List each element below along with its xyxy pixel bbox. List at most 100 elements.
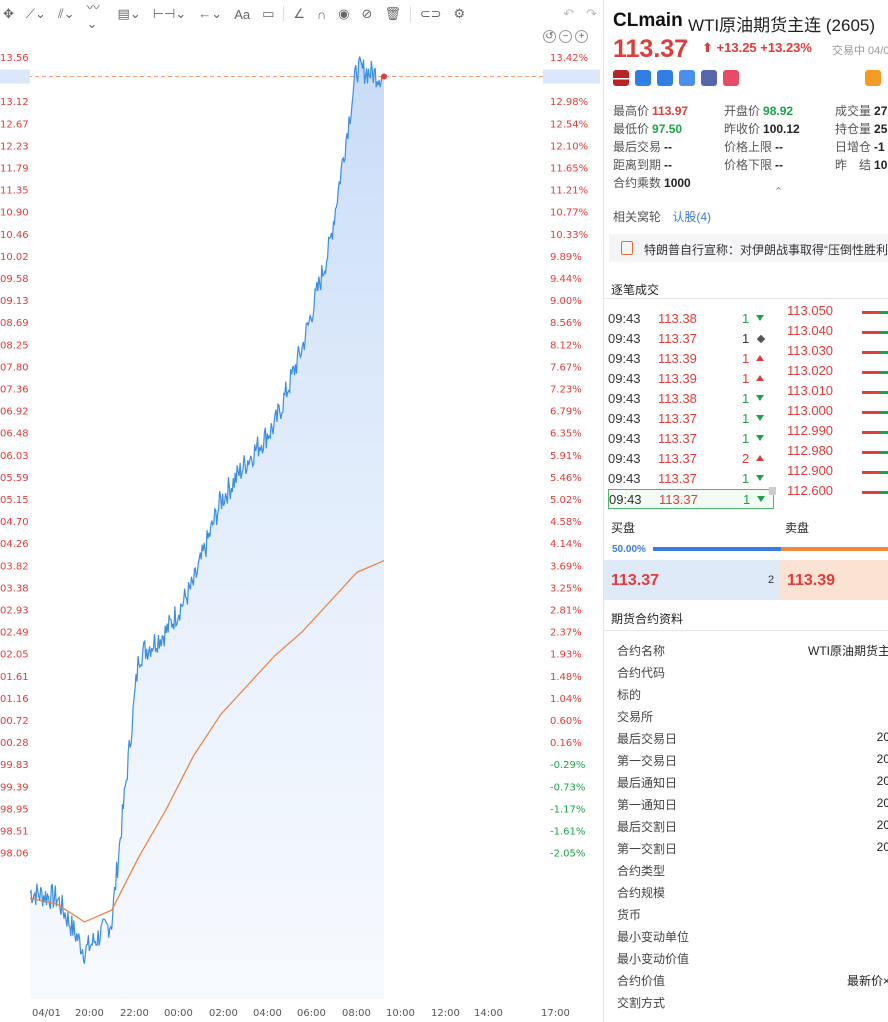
level-volume-bar	[862, 491, 888, 494]
contract-info-label: 第一交易日	[617, 754, 678, 768]
redo-icon[interactable]: ↷	[586, 6, 598, 21]
zoom-in-icon[interactable]: +	[575, 30, 588, 43]
bid-price[interactable]: 113.37	[611, 572, 660, 589]
y-axis-label-left: 06.48	[0, 429, 29, 440]
toolbar-divider	[409, 6, 411, 22]
contract-info-label: 交易所	[617, 710, 654, 724]
y-axis-label-right: 1.48%	[550, 672, 582, 683]
link-icon[interactable]: ⊂⊃	[419, 6, 442, 21]
down-triangle-icon	[756, 475, 764, 481]
x-axis-label: 20:00	[75, 1008, 104, 1019]
level-volume-bar	[862, 451, 888, 454]
line-tool-icon[interactable]: ⟋⌄	[25, 6, 46, 21]
y-axis-label-right: 8.56%	[550, 318, 582, 329]
tick-price: 113.37	[658, 451, 697, 466]
y-axis-label-left: 04.70	[0, 517, 29, 528]
undo-icon[interactable]: ↶	[563, 6, 575, 21]
y-axis-label-right: 3.69%	[550, 561, 582, 572]
arrow-icon[interactable]: ←⌄	[198, 6, 223, 21]
y-axis-label-right: 7.23%	[550, 385, 582, 396]
stat-low: 最低价 97.50	[613, 122, 683, 136]
ruler-icon[interactable]: ∠	[293, 6, 305, 21]
symbol-code: CLmain	[613, 10, 683, 31]
bid-box[interactable]	[604, 560, 779, 600]
level-volume-bar	[862, 431, 888, 434]
time-and-sales-list[interactable]: 09:43 113.38 1 09:43 113.37 1 09:43 113.39 1 09:4…	[604, 298, 888, 510]
favorite-icon[interactable]	[723, 70, 739, 86]
symbol-name: WTI原油期货主连 (2605)	[688, 16, 876, 35]
contract-info-label: 最后交割日	[617, 820, 678, 834]
price-level-row: 113.040	[787, 323, 888, 343]
zoom-out-icon[interactable]: −	[559, 30, 572, 43]
contract-info-label: 最小变动价值	[617, 952, 690, 966]
x-axis-label: 22:00	[120, 1008, 149, 1019]
y-axis-label-right: 5.91%	[550, 451, 582, 462]
tick-qty: 1	[743, 492, 751, 507]
price-chart[interactable]: 13.5613.42%13.3713.23%13.1212.98%12.6712…	[0, 44, 600, 1022]
tick-row: 09:43 113.38 1	[608, 389, 774, 409]
price-level-row: 113.030	[787, 343, 888, 363]
fib-tool-icon[interactable]: ▤⌄	[117, 6, 141, 21]
related-warrants-link[interactable]: 认股(4)	[672, 210, 712, 224]
y-axis-label-left: 09.58	[0, 274, 29, 285]
tick-price: 113.39	[658, 351, 697, 366]
x-axis-label: 06:00	[297, 1008, 326, 1019]
ask-price[interactable]: 113.39	[787, 572, 836, 589]
contract-info-label: 第一通知日	[617, 798, 678, 812]
comment-icon[interactable]: ▭	[262, 6, 275, 21]
chart-pane: ✥ ⟋⌄ ⫽⌄ 〰⌄ ▤⌄ ⊢⊣⌄ ←⌄ Aa ▭ ∠ ∩ ◉ ⊘ 🗑 ⊂⊃ ⚙…	[0, 0, 600, 1022]
tick-price: 113.38	[658, 391, 697, 406]
us-flag-icon	[613, 70, 629, 86]
y-axis-label-right: 2.37%	[550, 628, 582, 639]
y-axis-label-right: 2.81%	[550, 606, 582, 617]
crosshair-icon[interactable]: ✥	[3, 6, 14, 21]
contract-info-value: 20	[876, 752, 888, 766]
level-price: 112.600	[787, 483, 834, 498]
quote-panel: CLmain WTI原油期货主连 (2605) 113.37 ⬆ +13.25 …	[603, 0, 888, 1022]
wave-tool-icon[interactable]: 〰⌄	[86, 0, 100, 31]
tick-time: 09:43	[608, 311, 641, 326]
news-headline[interactable]: 特朗普自行宣称：对伊朗战事取得“压倒性胜利	[644, 243, 888, 257]
contract-info-label: 合约代码	[617, 666, 666, 680]
reset-zoom-icon[interactable]: ↺	[543, 30, 556, 43]
y-axis-label-right: 10.33%	[550, 230, 588, 241]
y-axis-label-left: 98.06	[0, 849, 29, 860]
level-volume-bar	[879, 311, 888, 314]
tick-qty: 1	[742, 371, 750, 386]
price-level-row: 113.000	[787, 403, 888, 423]
settings-icon[interactable]: ⚙	[453, 6, 466, 21]
text-icon[interactable]: Aa	[234, 6, 251, 22]
average-line	[29, 560, 385, 923]
tick-price: 113.37	[658, 431, 697, 446]
hide-icon[interactable]: ⊘	[361, 6, 373, 21]
news-banner[interactable]: 特朗普自行宣称：对伊朗战事取得“压倒性胜利	[609, 234, 888, 262]
bookmark-icon[interactable]	[701, 70, 717, 86]
diamond-icon	[756, 334, 766, 344]
level-price: 113.020	[787, 363, 834, 378]
alert-bell-icon[interactable]	[865, 70, 881, 86]
divider	[604, 630, 888, 631]
level-volume-bar	[862, 371, 888, 374]
measure-icon[interactable]: ⊢⊣⌄	[152, 6, 187, 21]
channel-tool-icon[interactable]: ⫽⌄	[57, 6, 75, 21]
trash-icon[interactable]: 🗑	[384, 6, 401, 21]
group-icon[interactable]	[657, 70, 673, 86]
tag-icon[interactable]	[679, 70, 695, 86]
y-axis-label-left: 99.39	[0, 782, 29, 793]
y-axis-label-left: 11.35	[0, 186, 29, 197]
stat-open-interest: 持仓量 25	[835, 122, 888, 136]
eye-icon[interactable]: ◉	[338, 6, 350, 21]
trading-status: 交易中 04/0	[832, 45, 888, 57]
trade-icon[interactable]	[635, 70, 651, 86]
drawing-toolbar: ✥ ⟋⌄ ⫽⌄ 〰⌄ ▤⌄ ⊢⊣⌄ ←⌄ Aa ▭ ∠ ∩ ◉ ⊘ 🗑 ⊂⊃ ⚙…	[0, 0, 600, 31]
tick-time: 09:43	[608, 411, 641, 426]
magnet-icon[interactable]: ∩	[316, 6, 327, 22]
y-axis-label-left: 00.72	[0, 716, 29, 727]
contract-info-label: 最后通知日	[617, 776, 678, 790]
contract-info-value: 20	[876, 730, 888, 744]
scrollbar-thumb[interactable]	[769, 487, 776, 495]
up-triangle-icon	[756, 375, 764, 381]
ask-box[interactable]	[779, 560, 888, 600]
collapse-caret-icon[interactable]: ⌃	[774, 186, 784, 198]
x-axis-label: 00:00	[164, 1008, 193, 1019]
